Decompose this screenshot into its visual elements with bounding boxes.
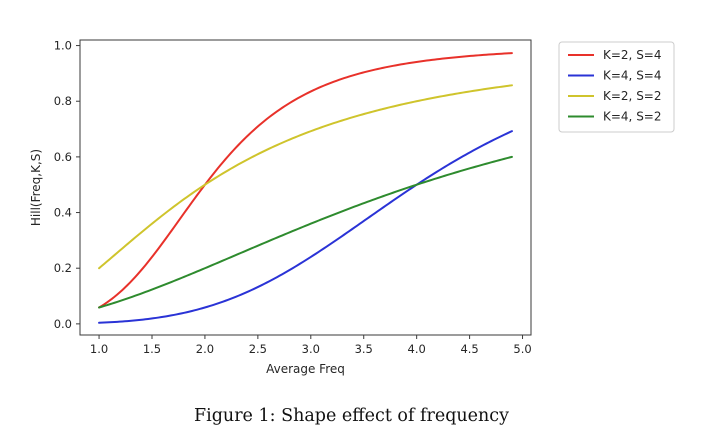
x-tick-label: 2.0 bbox=[196, 342, 214, 356]
y-axis-label: Hill(Freq,K,S) bbox=[29, 149, 43, 226]
series-line-2 bbox=[98, 130, 513, 324]
figure-caption: Figure 1: Shape effect of frequency bbox=[193, 406, 509, 426]
legend: K=2, S=4 K=4, S=4 K=2, S=2 K=4, S=2 bbox=[558, 41, 675, 133]
y-tick-label: 0.8 bbox=[54, 94, 72, 108]
series-line-4 bbox=[98, 155, 513, 309]
y-tick-label: 0.4 bbox=[54, 206, 72, 220]
x-tick-label: 4.0 bbox=[408, 342, 426, 356]
x-tick-label: 1.5 bbox=[143, 342, 161, 356]
legend-label: K=4, S=2 bbox=[603, 110, 662, 124]
x-axis-ticks: 1.0 1.5 2.0 2.5 3.0 3.5 4.0 4.5 5.0 bbox=[90, 335, 532, 356]
x-axis-label: Average Freq bbox=[266, 362, 345, 376]
series-lines bbox=[98, 52, 513, 324]
series-line-3 bbox=[98, 84, 513, 270]
y-tick-label: 1.0 bbox=[54, 39, 72, 53]
legend-label: K=2, S=4 bbox=[603, 48, 662, 62]
x-tick-label: 1.0 bbox=[90, 342, 108, 356]
y-axis-ticks: 0.0 0.2 0.4 0.6 0.8 1.0 bbox=[54, 39, 80, 331]
x-tick-label: 2.5 bbox=[249, 342, 267, 356]
y-tick-label: 0.0 bbox=[54, 317, 72, 331]
axes-frame bbox=[79, 39, 532, 336]
x-tick-label: 3.0 bbox=[302, 342, 320, 356]
x-tick-label: 3.5 bbox=[355, 342, 373, 356]
x-tick-label: 5.0 bbox=[513, 342, 531, 356]
legend-frame bbox=[558, 41, 675, 133]
y-tick-label: 0.2 bbox=[54, 261, 72, 275]
hill-chart-figure: 0.0 0.2 0.4 0.6 0.8 1.0 1.0 1.5 2.0 2.5 3.0 3.5 4.0… bbox=[29, 39, 675, 376]
x-tick-label: 4.5 bbox=[460, 342, 478, 356]
legend-label: K=2, S=2 bbox=[603, 89, 662, 103]
series-line-1 bbox=[98, 52, 513, 309]
legend-label: K=4, S=4 bbox=[603, 69, 662, 83]
y-tick-label: 0.6 bbox=[54, 150, 72, 164]
